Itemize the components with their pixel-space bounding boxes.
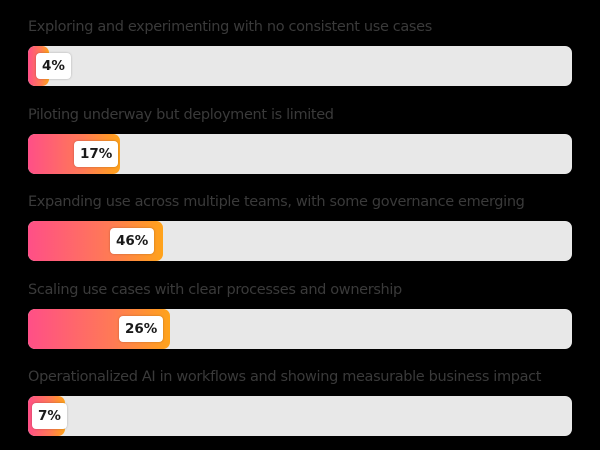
bar-label: Piloting underway but deployment is limi… xyxy=(28,107,334,123)
value-badge: 7% xyxy=(32,403,67,429)
bar-track: 17% xyxy=(28,134,572,174)
bar-track: 7% xyxy=(28,396,572,436)
bar-track: 4% xyxy=(28,46,572,86)
bar-track: 26% xyxy=(28,309,572,349)
bar-track: 46% xyxy=(28,221,572,261)
value-badge: 17% xyxy=(74,141,119,167)
bar-label: Scaling use cases with clear processes a… xyxy=(28,282,402,298)
bar-label: Exploring and experimenting with no cons… xyxy=(28,19,432,35)
value-badge: 4% xyxy=(36,53,71,79)
bar-label: Expanding use across multiple teams, wit… xyxy=(28,194,525,210)
bar-label: Operationalized AI in workflows and show… xyxy=(28,369,542,385)
value-badge: 26% xyxy=(119,316,164,342)
value-badge: 46% xyxy=(110,228,155,254)
